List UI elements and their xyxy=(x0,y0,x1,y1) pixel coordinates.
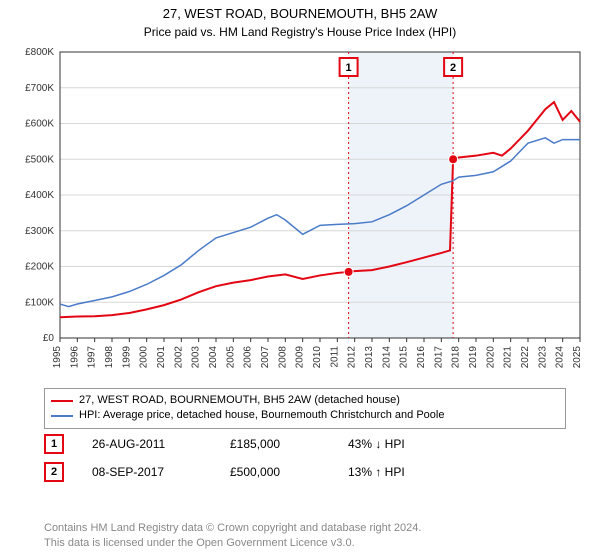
transaction-row-2: 2 08-SEP-2017 £500,000 13% ↑ HPI xyxy=(44,462,438,482)
svg-text:£100K: £100K xyxy=(25,297,54,308)
svg-text:2022: 2022 xyxy=(520,346,531,369)
svg-text:1998: 1998 xyxy=(104,346,115,369)
transactions: 1 26-AUG-2011 £185,000 43% ↓ HPI 2 08-SE… xyxy=(44,434,438,490)
transaction-date-1: 26-AUG-2011 xyxy=(92,437,202,451)
transaction-marker-1: 1 xyxy=(44,434,64,454)
svg-text:1997: 1997 xyxy=(87,346,98,369)
svg-text:2019: 2019 xyxy=(468,346,479,369)
svg-text:2005: 2005 xyxy=(225,346,236,369)
svg-text:2025: 2025 xyxy=(572,346,583,369)
svg-text:2012: 2012 xyxy=(347,346,358,369)
svg-text:2009: 2009 xyxy=(295,346,306,369)
legend-swatch-property xyxy=(51,400,73,402)
svg-text:2018: 2018 xyxy=(451,346,462,369)
svg-text:2001: 2001 xyxy=(156,346,167,369)
svg-text:£0: £0 xyxy=(43,333,55,344)
chart-title: 27, WEST ROAD, BOURNEMOUTH, BH5 2AW xyxy=(0,0,600,23)
svg-text:2013: 2013 xyxy=(364,346,375,369)
svg-text:2008: 2008 xyxy=(277,346,288,369)
svg-text:2020: 2020 xyxy=(485,346,496,369)
chart-svg: £0 £100K £200K £300K £400K £500K £600K £700K £80… xyxy=(10,48,590,378)
svg-text:1996: 1996 xyxy=(69,346,80,369)
svg-text:1999: 1999 xyxy=(121,346,132,369)
svg-text:2000: 2000 xyxy=(139,346,150,369)
transaction-marker-2: 2 xyxy=(44,462,64,482)
transaction-date-2: 08-SEP-2017 xyxy=(92,465,202,479)
transaction-diff-1: 43% ↓ HPI xyxy=(348,437,438,451)
chart-subtitle: Price paid vs. HM Land Registry's House … xyxy=(0,23,600,39)
svg-text:£200K: £200K xyxy=(25,262,54,273)
svg-text:£800K: £800K xyxy=(25,48,54,58)
chart-area: £0 £100K £200K £300K £400K £500K £600K £700K £80… xyxy=(10,48,590,378)
transaction-price-2: £500,000 xyxy=(230,465,320,479)
svg-text:2014: 2014 xyxy=(381,346,392,369)
svg-text:2010: 2010 xyxy=(312,346,323,369)
legend-row-property: 27, WEST ROAD, BOURNEMOUTH, BH5 2AW (det… xyxy=(51,393,559,408)
svg-text:£700K: £700K xyxy=(25,83,54,94)
transaction-diff-2: 13% ↑ HPI xyxy=(348,465,438,479)
svg-text:2021: 2021 xyxy=(503,346,514,369)
transaction-price-1: £185,000 xyxy=(230,437,320,451)
svg-text:2007: 2007 xyxy=(260,346,271,369)
legend: 27, WEST ROAD, BOURNEMOUTH, BH5 2AW (det… xyxy=(44,388,566,429)
svg-text:2023: 2023 xyxy=(537,346,548,369)
footer: Contains HM Land Registry data © Crown c… xyxy=(44,521,421,550)
footer-line-1: Contains HM Land Registry data © Crown c… xyxy=(44,521,421,535)
svg-text:2017: 2017 xyxy=(433,346,444,369)
legend-label-hpi: HPI: Average price, detached house, Bour… xyxy=(79,408,444,423)
legend-label-property: 27, WEST ROAD, BOURNEMOUTH, BH5 2AW (det… xyxy=(79,393,400,408)
svg-text:£400K: £400K xyxy=(25,190,54,201)
transaction-row-1: 1 26-AUG-2011 £185,000 43% ↓ HPI xyxy=(44,434,438,454)
chart-container: 27, WEST ROAD, BOURNEMOUTH, BH5 2AW Pric… xyxy=(0,0,600,560)
svg-text:2: 2 xyxy=(450,62,456,74)
legend-swatch-hpi xyxy=(51,415,73,417)
svg-text:2016: 2016 xyxy=(416,346,427,369)
svg-text:2015: 2015 xyxy=(399,346,410,369)
legend-row-hpi: HPI: Average price, detached house, Bour… xyxy=(51,408,559,423)
svg-text:2024: 2024 xyxy=(555,346,566,369)
svg-text:£600K: £600K xyxy=(25,119,54,130)
svg-text:£300K: £300K xyxy=(25,226,54,237)
svg-text:2004: 2004 xyxy=(208,346,219,369)
svg-text:2011: 2011 xyxy=(329,346,340,368)
svg-text:2002: 2002 xyxy=(173,346,184,369)
svg-text:2003: 2003 xyxy=(191,346,202,369)
svg-text:2006: 2006 xyxy=(243,346,254,369)
svg-text:1995: 1995 xyxy=(52,346,63,369)
svg-text:1: 1 xyxy=(346,62,352,74)
footer-line-2: This data is licensed under the Open Gov… xyxy=(44,536,421,550)
svg-text:£500K: £500K xyxy=(25,154,54,165)
